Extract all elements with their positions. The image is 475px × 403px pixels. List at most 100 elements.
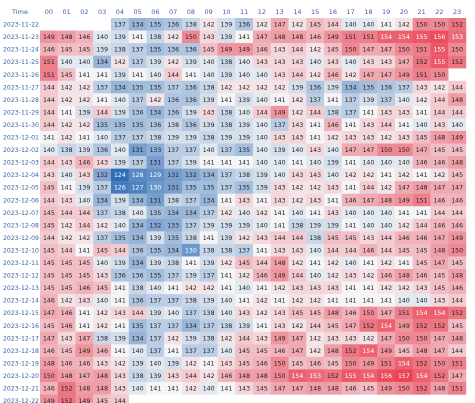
cell-value: 152 xyxy=(416,360,428,367)
cell-value: 142 xyxy=(203,373,215,380)
cell-value: 141 xyxy=(345,298,357,305)
heatmap-cell xyxy=(111,344,129,358)
cell-value: 139 xyxy=(149,260,161,267)
heatmap-cell xyxy=(182,218,200,232)
cell-value: 133 xyxy=(167,222,179,229)
cell-value: 140 xyxy=(451,122,463,129)
heatmap-cell xyxy=(288,68,307,81)
cell-value: 145 xyxy=(61,47,73,54)
cell-value: 142 xyxy=(78,235,90,242)
cell-value: 129 xyxy=(149,172,161,179)
cell-value: 136 xyxy=(380,84,392,91)
heatmap-cell xyxy=(111,356,129,370)
heatmap-cell xyxy=(75,231,94,245)
column-label: 20 xyxy=(400,8,408,16)
row-label: 2023-12-18 xyxy=(3,348,39,355)
heatmap-cell xyxy=(40,356,58,370)
heatmap-cell xyxy=(395,55,413,69)
cell-value: 143 xyxy=(433,298,445,305)
heatmap-cell xyxy=(199,331,218,345)
cell-value: 136 xyxy=(132,247,144,254)
cell-value: 132 xyxy=(96,172,108,179)
cell-value: 153 xyxy=(451,34,463,41)
heatmap-cell xyxy=(253,356,271,370)
heatmap-cell xyxy=(164,344,183,358)
heatmap-cell xyxy=(448,381,467,395)
cell-value: 128 xyxy=(132,172,144,179)
heatmap-cell xyxy=(377,256,396,270)
cell-value: 142 xyxy=(345,72,357,79)
heatmap-cell xyxy=(270,156,289,169)
cell-value: 146 xyxy=(43,47,55,54)
cell-value: 141 xyxy=(416,109,428,116)
cell-value: 143 xyxy=(274,310,286,317)
heatmap-cell xyxy=(359,118,378,132)
cell-value: 145 xyxy=(96,285,108,292)
cell-value: 135 xyxy=(149,210,161,217)
cell-value: 147 xyxy=(362,147,374,154)
heatmap-cell xyxy=(57,80,76,94)
cell-value: 146 xyxy=(43,348,55,355)
cell-value: 138 xyxy=(185,235,197,242)
cell-value: 137 xyxy=(149,298,161,305)
cell-value: 147 xyxy=(362,72,374,79)
heatmap-cell xyxy=(448,231,467,245)
cell-value: 143 xyxy=(96,160,108,167)
heatmap-cell xyxy=(40,55,58,69)
cell-value: 145 xyxy=(96,398,108,403)
heatmap-cell xyxy=(324,306,342,320)
cell-value: 139 xyxy=(238,97,250,104)
cell-value: 149 xyxy=(78,398,90,403)
cell-value: 143 xyxy=(114,386,126,393)
heatmap-cell xyxy=(111,55,129,69)
cell-value: 147 xyxy=(433,335,445,342)
cell-value: 146 xyxy=(61,323,73,330)
heatmap-cell xyxy=(182,143,200,157)
cell-value: 141 xyxy=(78,310,90,317)
cell-value: 137 xyxy=(309,97,321,104)
heatmap-cell xyxy=(448,18,467,31)
cell-value: 144 xyxy=(309,109,321,116)
cell-value: 150 xyxy=(362,310,374,317)
cell-value: 143 xyxy=(78,172,90,179)
heatmap-cell xyxy=(359,331,378,345)
cell-value: 136 xyxy=(132,273,144,280)
heatmap-cell xyxy=(146,118,165,132)
cell-value: 151 xyxy=(451,360,463,367)
heatmap-cell xyxy=(57,394,76,403)
cell-value: 147 xyxy=(291,386,303,393)
heatmap-cell xyxy=(412,18,431,31)
heatmap-cell xyxy=(306,243,325,257)
heatmap-cell xyxy=(111,294,129,307)
cell-value: 147 xyxy=(433,235,445,242)
cell-value: 145 xyxy=(43,210,55,217)
cell-value: 140 xyxy=(256,222,268,229)
cell-value: 147 xyxy=(433,185,445,192)
cell-value: 142 xyxy=(345,172,357,179)
cell-value: 139 xyxy=(167,360,179,367)
heatmap-cell xyxy=(164,143,183,157)
cell-value: 140 xyxy=(61,59,73,66)
heatmap-cell xyxy=(128,18,147,31)
heatmap-cell xyxy=(270,243,289,257)
heatmap-cell xyxy=(288,206,307,219)
heatmap-cell xyxy=(395,156,413,169)
heatmap-cell xyxy=(359,93,378,107)
heatmap-cell xyxy=(412,319,431,332)
cell-value: 149 xyxy=(238,47,250,54)
heatmap-cell xyxy=(93,156,112,169)
heatmap-cell xyxy=(128,93,147,107)
cell-value: 139 xyxy=(167,135,179,142)
cell-value: 149 xyxy=(398,323,410,330)
heatmap-cell xyxy=(93,130,112,144)
cell-value: 142 xyxy=(149,97,161,104)
cell-value: 140 xyxy=(203,72,215,79)
cell-value: 147 xyxy=(380,72,392,79)
heatmap-cell xyxy=(359,306,378,320)
cell-value: 142 xyxy=(274,84,286,91)
column-label: 08 xyxy=(187,8,195,16)
cell-value: 143 xyxy=(309,147,321,154)
heatmap-cell xyxy=(164,80,183,94)
cell-value: 144 xyxy=(291,72,303,79)
heatmap-cell xyxy=(217,218,236,232)
